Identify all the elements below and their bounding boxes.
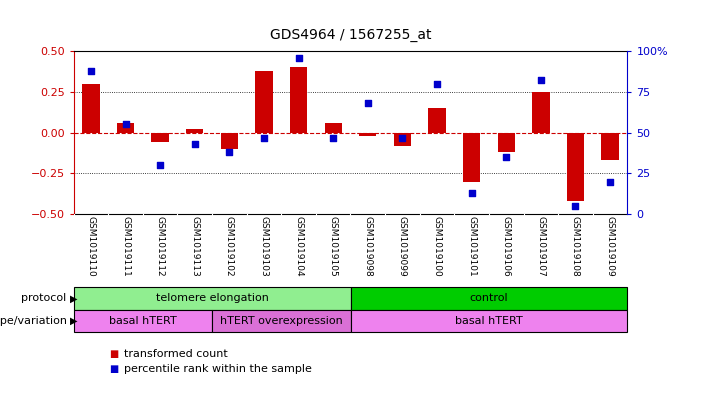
Bar xyxy=(359,132,376,136)
Text: transformed count: transformed count xyxy=(124,349,228,359)
Text: GDS4964 / 1567255_at: GDS4964 / 1567255_at xyxy=(270,28,431,42)
Point xyxy=(604,178,615,185)
Point xyxy=(466,190,477,196)
Point xyxy=(362,100,374,107)
Point xyxy=(86,68,97,74)
Text: GSM1019107: GSM1019107 xyxy=(536,216,545,276)
Bar xyxy=(350,310,627,332)
Text: ▶: ▶ xyxy=(70,293,78,303)
Text: GSM1019110: GSM1019110 xyxy=(86,216,95,276)
Text: GSM1019108: GSM1019108 xyxy=(571,216,580,276)
Bar xyxy=(498,132,515,152)
Bar xyxy=(350,287,627,310)
Bar xyxy=(151,132,169,142)
Bar xyxy=(601,132,619,160)
Bar xyxy=(186,129,203,132)
Text: GSM1019113: GSM1019113 xyxy=(190,216,199,276)
Text: GSM1019101: GSM1019101 xyxy=(467,216,476,276)
Text: percentile rank within the sample: percentile rank within the sample xyxy=(124,364,312,374)
Text: GSM1019112: GSM1019112 xyxy=(156,216,165,276)
Text: ▶: ▶ xyxy=(70,316,78,326)
Text: genotype/variation: genotype/variation xyxy=(0,316,70,326)
Text: basal hTERT: basal hTERT xyxy=(109,316,177,326)
Text: ■: ■ xyxy=(109,364,118,374)
Bar xyxy=(255,71,273,132)
Bar xyxy=(82,84,100,132)
Text: GSM1019099: GSM1019099 xyxy=(398,216,407,276)
Text: GSM1019102: GSM1019102 xyxy=(225,216,234,276)
Bar xyxy=(567,132,584,201)
Text: GSM1019103: GSM1019103 xyxy=(259,216,268,276)
Text: GSM1019100: GSM1019100 xyxy=(433,216,442,276)
Bar xyxy=(428,108,446,132)
Text: GSM1019105: GSM1019105 xyxy=(329,216,338,276)
Point xyxy=(154,162,165,168)
Point xyxy=(501,154,512,160)
Bar xyxy=(463,132,480,182)
Text: GSM1019111: GSM1019111 xyxy=(121,216,130,276)
Point xyxy=(431,81,442,87)
Bar xyxy=(212,310,350,332)
Text: GSM1019104: GSM1019104 xyxy=(294,216,303,276)
Text: GSM1019109: GSM1019109 xyxy=(606,216,615,276)
Point xyxy=(189,141,200,147)
Text: telomere elongation: telomere elongation xyxy=(156,293,268,303)
Bar xyxy=(325,123,342,132)
Bar xyxy=(532,92,550,132)
Text: basal hTERT: basal hTERT xyxy=(455,316,523,326)
Bar xyxy=(394,132,411,146)
Text: protocol: protocol xyxy=(21,293,70,303)
Text: control: control xyxy=(470,293,508,303)
Point xyxy=(570,203,581,209)
Bar xyxy=(74,310,212,332)
Point xyxy=(397,134,408,141)
Bar xyxy=(221,132,238,149)
Point xyxy=(120,121,131,128)
Text: GSM1019106: GSM1019106 xyxy=(502,216,511,276)
Point xyxy=(224,149,235,155)
Point xyxy=(536,77,547,84)
Text: ■: ■ xyxy=(109,349,118,359)
Point xyxy=(327,134,339,141)
Text: hTERT overexpression: hTERT overexpression xyxy=(220,316,343,326)
Bar xyxy=(117,123,134,132)
Bar xyxy=(74,287,351,310)
Point xyxy=(293,55,304,61)
Text: GSM1019098: GSM1019098 xyxy=(363,216,372,276)
Bar xyxy=(290,67,307,132)
Point xyxy=(259,134,270,141)
